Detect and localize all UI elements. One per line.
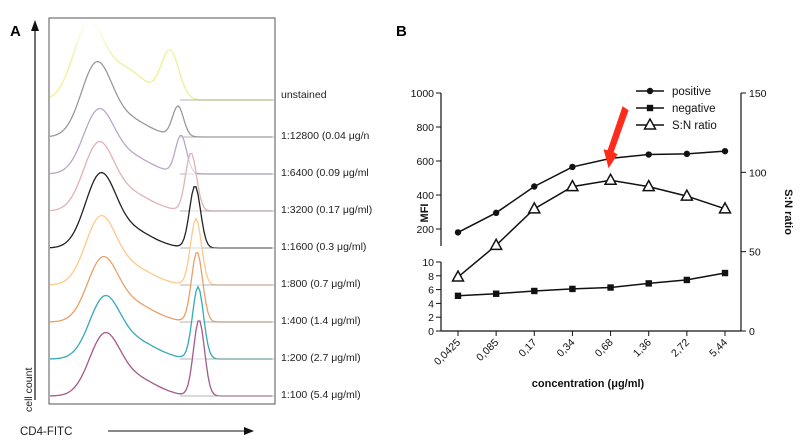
y-right-tick-label: 50 (749, 247, 761, 259)
legend-marker (643, 117, 657, 130)
highlight-arrow (603, 106, 629, 169)
legend-label: negative (672, 103, 715, 115)
data-point-negative (721, 269, 729, 277)
data-point-negative (492, 290, 500, 297)
data-point-snratio (489, 237, 503, 251)
y-right-tick-label: 100 (749, 167, 767, 179)
data-point-negative (645, 280, 652, 287)
histogram-top-fade (50, 19, 274, 59)
data-point-snratio (565, 179, 580, 192)
y-tick-label: 6 (428, 285, 434, 297)
y-tick-label: 4 (428, 298, 434, 310)
data-point-negative (454, 292, 462, 300)
data-point-negative (531, 287, 538, 295)
data-point-negative (683, 276, 691, 284)
histogram-label: 1:3200 (0.17 μg/ml) (281, 204, 372, 216)
x-tick-label: 5,44 (707, 337, 730, 360)
y-tick-label: 0 (428, 326, 434, 338)
panel-a-label: A (10, 23, 21, 40)
x-tick-label: 0,34 (555, 337, 578, 360)
y-axis-right-title: S:N ratio (782, 189, 794, 235)
y-axis-left-title: MFI (419, 204, 431, 223)
data-point-positive (569, 163, 576, 171)
legend-label: S:N ratio (672, 120, 717, 132)
data-point-snratio (680, 188, 694, 201)
x-tick-label: 2,72 (669, 337, 692, 360)
panel-b-series (451, 106, 732, 300)
y-tick-label: 400 (416, 190, 434, 202)
data-point-negative (569, 285, 576, 293)
data-point-snratio (527, 201, 542, 214)
data-point-snratio (451, 269, 465, 282)
y-tick-label: 600 (416, 156, 434, 168)
y-tick-label: 200 (416, 224, 434, 236)
x-tick-label: 1,36 (631, 337, 654, 360)
data-point-snratio (603, 172, 618, 186)
histogram-label: 1:800 (0.7 μg/ml) (281, 278, 361, 290)
panel-a-x-axis-arrow (108, 427, 254, 435)
y-tick-label: 8 (428, 271, 434, 283)
data-point-positive (683, 150, 691, 158)
histogram-label: 1:100 (5.4 μg/ml) (281, 389, 361, 401)
x-tick-label: 0,0425 (432, 337, 463, 368)
data-point-snratio (718, 201, 732, 214)
data-point-positive (721, 147, 729, 155)
y-tick-label: 10 (422, 257, 434, 269)
panel-a-y-axis-arrow (31, 20, 39, 400)
y-tick-label: 1000 (411, 88, 435, 100)
histogram-label: 1:1600 (0.3 μg/ml) (281, 241, 366, 253)
panel-a-y-axis-label: cell count (23, 368, 35, 412)
legend-marker (646, 87, 654, 95)
x-tick-label: 0,17 (516, 337, 539, 360)
data-point-negative (607, 284, 614, 291)
series-line-snratio (457, 179, 726, 278)
y-right-tick-label: 0 (749, 326, 755, 338)
data-point-positive (454, 229, 462, 236)
histogram-label: unstained (281, 89, 327, 101)
histogram-label: 1:200 (2.7 μg/ml) (281, 352, 361, 364)
x-axis-title: concentration (μg/ml) (532, 378, 645, 390)
data-point-positive (531, 183, 538, 190)
series-line-negative (457, 272, 726, 297)
panel-a-x-axis-label: CD4-FITC (20, 426, 72, 438)
y-right-tick-label: 150 (749, 88, 767, 100)
histogram-labels: unstained 1:12800 (0.04 μg/n 1:6400 (0.09 … (281, 89, 372, 401)
legend-marker (646, 104, 654, 112)
histogram-stack (49, 19, 275, 397)
y-tick-label: 800 (416, 122, 434, 134)
data-point-positive (492, 209, 500, 217)
legend-label: positive (672, 86, 711, 98)
histogram-label: 1:12800 (0.04 μg/n (281, 130, 370, 142)
x-tick-label: 0,085 (474, 337, 501, 364)
data-point-snratio (641, 179, 656, 192)
histogram-label: 1:6400 (0.09 μg/ml (281, 167, 369, 179)
histogram-label: 1:400 (1.4 μg/ml) (281, 315, 361, 327)
panel-b-label: B (396, 23, 407, 40)
y-tick-label: 2 (428, 312, 434, 324)
panel-b-legend: positive negative S:N ratio (636, 86, 717, 132)
x-tick-label: 0,68 (593, 337, 616, 360)
data-point-positive (645, 151, 652, 158)
series-line-positive (457, 150, 726, 234)
